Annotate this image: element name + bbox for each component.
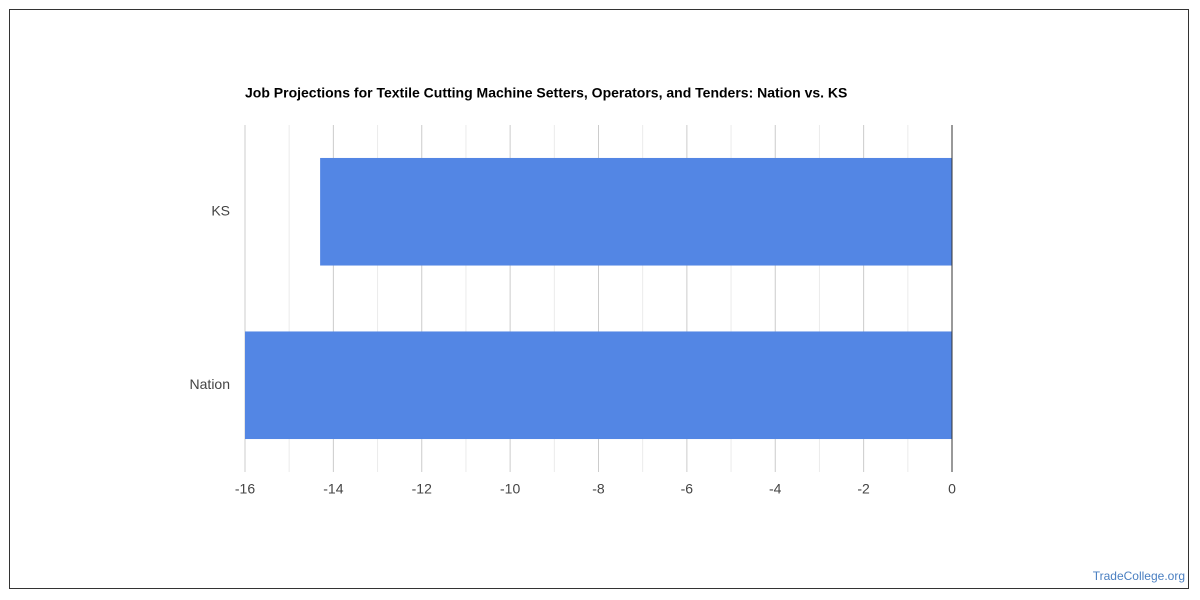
- y-tick-label: Nation: [190, 376, 230, 392]
- x-tick-label: -6: [681, 481, 694, 497]
- x-tick-label: -10: [500, 481, 520, 497]
- x-tick-label: -8: [592, 481, 605, 497]
- x-tick-label: -4: [769, 481, 782, 497]
- x-tick-label: -14: [323, 481, 343, 497]
- chart-title: Job Projections for Textile Cutting Mach…: [245, 85, 847, 101]
- x-tick-label: -2: [857, 481, 870, 497]
- x-tick-label: 0: [948, 481, 956, 497]
- bar: [245, 331, 952, 440]
- x-tick-label: -12: [412, 481, 432, 497]
- bar: [320, 157, 952, 266]
- x-tick-label: -16: [235, 481, 255, 497]
- y-tick-label: KS: [211, 202, 230, 218]
- watermark: TradeCollege.org: [1093, 569, 1185, 583]
